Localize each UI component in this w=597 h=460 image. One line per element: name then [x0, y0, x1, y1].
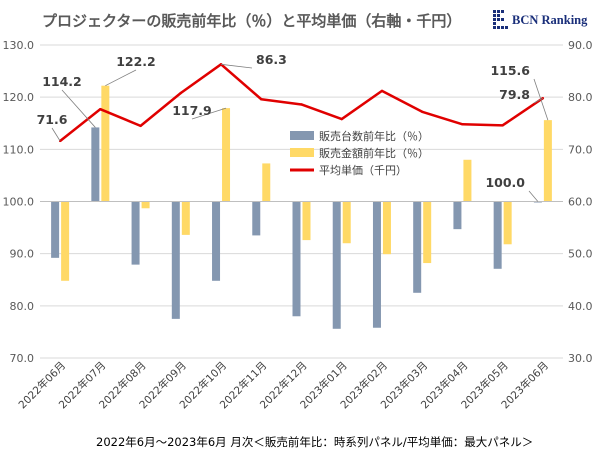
bar [503, 201, 512, 245]
bar [543, 120, 552, 202]
leader-line [191, 107, 227, 120]
leader-line [528, 190, 539, 202]
y-axis-right: 30.0 40.0 50.0 60.0 70.0 80.0 90.0 [568, 39, 593, 365]
legend-label: 販売台数前年比（％） [319, 129, 429, 143]
line-point [139, 124, 142, 128]
line-point [300, 103, 303, 106]
bar [51, 201, 60, 258]
line-point [420, 110, 424, 113]
bar [463, 159, 472, 202]
leader-line [61, 89, 96, 128]
data-label: 71.6 [37, 112, 68, 127]
data-label: 122.2 [116, 54, 156, 69]
bar [61, 201, 70, 281]
data-labels: 71.6 114.2 122.2 117.9 86.3 100.0 115.6 79.8 [37, 52, 549, 202]
line-point [380, 89, 384, 93]
legend: 販売台数前年比（％） 販売金額前年比（％） 平均単価（千円） [290, 129, 429, 177]
logo-text: BCN Ranking [512, 13, 588, 27]
average-price-line [58, 63, 545, 143]
y-left-tick-label: 110.0 [3, 143, 35, 156]
line-point [501, 124, 504, 127]
data-label: 100.0 [485, 175, 525, 190]
bar [413, 201, 422, 293]
bar [332, 201, 341, 329]
y-right-tick-label: 80.0 [568, 91, 593, 104]
leader-line [220, 63, 253, 69]
y-left-tick-label: 130.0 [3, 39, 35, 52]
bcn-logo: BCN Ranking [491, 8, 595, 36]
bar [212, 201, 221, 281]
bar [252, 201, 261, 236]
bar [302, 201, 311, 241]
legend-label: 平均単価（千円） [319, 163, 407, 177]
legend-swatch [290, 148, 314, 157]
bar [342, 201, 351, 244]
bar [181, 201, 190, 235]
y-right-tick-label: 70.0 [568, 143, 593, 156]
bar [131, 201, 140, 265]
bars [51, 85, 552, 329]
legend-label: 販売金額前年比（％） [319, 146, 429, 160]
line-point [219, 63, 223, 66]
bar [101, 85, 110, 202]
y-axis-left: 70.0 80.0 90.0 100.0 110.0 120.0 130.0 [3, 39, 35, 365]
bar [222, 108, 231, 202]
bar [262, 163, 271, 202]
chart-title: プロジェクターの販売前年比（％）と平均単価（右軸・千円） [42, 12, 462, 30]
y-left-tick-label: 100.0 [3, 196, 35, 209]
y-left-tick-label: 90.0 [10, 248, 35, 261]
y-right-tick-label: 90.0 [568, 39, 593, 52]
y-left-tick-label: 120.0 [3, 91, 35, 104]
bar [423, 201, 432, 264]
y-right-tick-label: 40.0 [568, 300, 593, 313]
y-left-tick-label: 80.0 [10, 300, 35, 313]
line-point [461, 123, 464, 126]
line-point [179, 91, 183, 95]
y-left-tick-label: 70.0 [10, 352, 35, 365]
bar [141, 201, 150, 209]
bcn-logo-icon [493, 10, 508, 29]
bar [171, 201, 180, 319]
bar [91, 127, 100, 202]
data-label: 115.6 [490, 63, 530, 78]
footer-note: 2022年6月～2023年6月 月次＜販売前年比：時系列パネル/平均単価：最大パ… [96, 435, 534, 449]
bar [372, 201, 381, 328]
leader-line [105, 69, 137, 87]
bar [493, 201, 502, 269]
line-point [340, 117, 343, 121]
bar [292, 201, 301, 317]
y-right-tick-label: 30.0 [568, 352, 593, 365]
line-point [260, 98, 263, 101]
leader-line [533, 97, 544, 104]
bar [453, 201, 462, 230]
line-point [99, 107, 102, 111]
data-label: 79.8 [499, 87, 530, 102]
data-label: 86.3 [256, 52, 287, 67]
data-label: 117.9 [172, 103, 212, 118]
y-right-tick-label: 60.0 [568, 196, 593, 209]
legend-swatch [290, 131, 314, 140]
y-right-tick-label: 50.0 [568, 248, 593, 261]
bar [382, 201, 391, 255]
x-axis: 2022年06月2022年07月2022年08月2022年09月2022年10月… [16, 359, 551, 411]
data-label: 114.2 [42, 74, 82, 89]
leader-line [51, 127, 61, 142]
line-series [59, 63, 544, 142]
